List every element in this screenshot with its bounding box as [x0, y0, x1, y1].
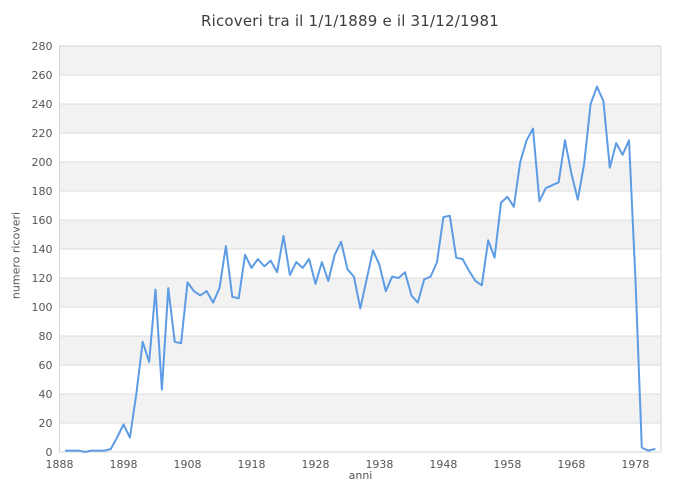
- y-tick-label: 100: [32, 301, 53, 314]
- ricoveri-line-series: [64, 85, 656, 453]
- band-row: [59, 220, 661, 249]
- x-tick-label: 1978: [621, 458, 649, 471]
- x-tick-label: 1968: [557, 458, 585, 471]
- y-tick-label: 260: [32, 69, 53, 82]
- x-tick-label: 1938: [365, 458, 393, 471]
- band-row: [59, 394, 661, 423]
- band-row: [59, 46, 661, 75]
- x-tick-label: 1888: [46, 458, 74, 471]
- x-tick-label: 1948: [429, 458, 457, 471]
- x-axis-title: anni: [348, 469, 373, 482]
- chart-title: Ricoveri tra il 1/1/1889 e il 31/12/1981: [200, 12, 500, 30]
- y-tick-label: 20: [39, 417, 53, 430]
- y-tick-label: 60: [39, 359, 53, 372]
- y-tick-label: 280: [32, 40, 53, 53]
- x-tick-label: 1908: [173, 458, 201, 471]
- y-tick-label: 80: [39, 330, 53, 343]
- x-tick-label: 1898: [109, 458, 137, 471]
- y-tick-label: 180: [32, 185, 53, 198]
- x-tick-label: 1928: [301, 458, 329, 471]
- band-row: [59, 104, 661, 133]
- band-row: [59, 278, 661, 307]
- y-tick-label: 200: [32, 156, 53, 169]
- x-tick-label: 1918: [237, 458, 265, 471]
- y-tick-label: 120: [32, 272, 53, 285]
- y-tick-label: 240: [32, 98, 53, 111]
- plot-border: [59, 45, 662, 453]
- y-tick-label: 40: [39, 388, 53, 401]
- y-tick-label: 0: [46, 446, 53, 459]
- y-axis-title: numero ricoveri: [9, 211, 23, 300]
- y-tick-label: 220: [32, 127, 53, 140]
- y-tick-label: 140: [32, 243, 53, 256]
- y-tick-label: 160: [32, 214, 53, 227]
- x-tick-label: 1958: [493, 458, 521, 471]
